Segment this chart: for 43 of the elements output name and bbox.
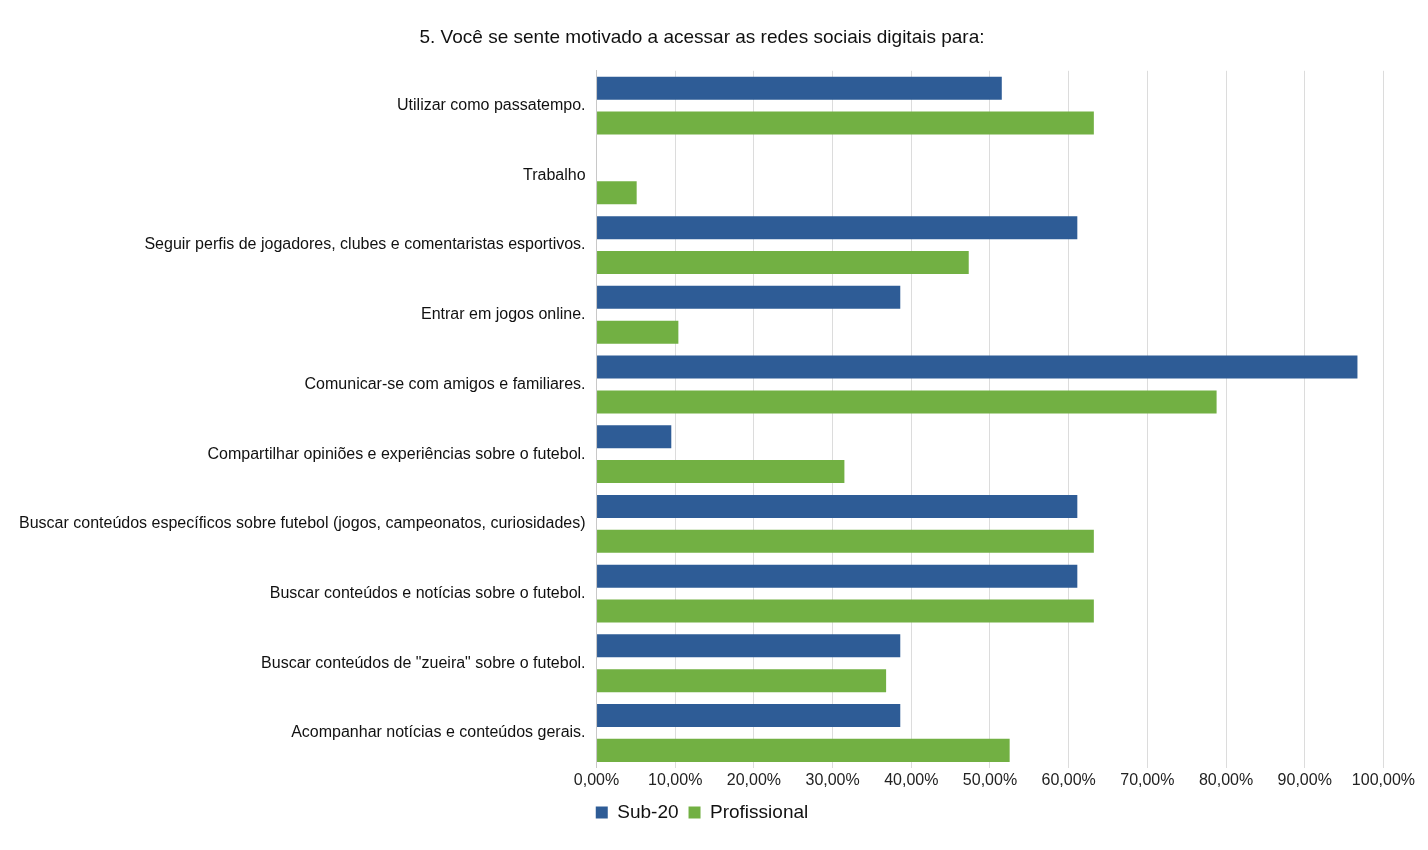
y-tick-label: Seguir perfis de jogadores, clubes e comentaristas esportivos.	[144, 235, 586, 253]
y-tick-label: Utilizar como passatempo.	[397, 96, 586, 114]
bar	[597, 390, 1217, 414]
y-tick-label: Buscar conteúdos específicos sobre futebol (jogos, campeonatos, curiosidades)	[18, 514, 586, 532]
x-tick-label: 50,00%	[962, 770, 1018, 788]
x-tick-label: 100,00%	[1351, 770, 1415, 788]
bar	[597, 599, 1094, 623]
bar	[597, 320, 679, 344]
bar	[597, 529, 1094, 553]
y-tick-label: Entrar em jogos online.	[421, 305, 586, 323]
x-tick-label: 70,00%	[1120, 770, 1175, 788]
bar	[597, 634, 901, 658]
bar	[597, 111, 1094, 135]
x-tick-label: 90,00%	[1277, 770, 1332, 788]
bar	[597, 216, 1078, 240]
y-tick-label: Acompanhar notícias e conteúdos gerais.	[291, 723, 586, 741]
bar	[597, 285, 901, 309]
legend-label: Profissional	[710, 800, 809, 822]
chart-title: 5. Você se sente motivado a acessar as redes sociais digitais para:	[419, 25, 985, 47]
legend-label: Sub-20	[617, 800, 679, 822]
x-tick-label: 40,00%	[884, 770, 939, 788]
x-tick-label: 80,00%	[1198, 770, 1254, 788]
bar	[597, 494, 1078, 518]
y-tick-label: Trabalho	[522, 165, 586, 183]
x-tick-label: 20,00%	[726, 770, 782, 788]
bar	[597, 669, 887, 693]
x-tick-label: 30,00%	[805, 770, 860, 788]
y-tick-label: Buscar conteúdos e notícias sobre o futebol.	[269, 583, 586, 601]
bar	[597, 460, 845, 484]
bar	[597, 355, 1358, 379]
y-tick-label: Compartilhar opiniões e experiências sobre o futebol.	[207, 444, 586, 462]
bar	[597, 704, 901, 728]
y-tick-label: Comunicar-se com amigos e familiares.	[304, 374, 586, 392]
bar	[597, 76, 1002, 100]
bar	[597, 181, 637, 205]
x-tick-label: 0,00%	[573, 770, 620, 788]
bar	[597, 425, 672, 449]
y-tick-label: Buscar conteúdos de "zueira" sobre o futebol.	[261, 653, 586, 671]
x-tick-label: 10,00%	[648, 770, 703, 788]
x-tick-label: 60,00%	[1041, 770, 1096, 788]
bar	[597, 738, 1010, 762]
bar	[597, 250, 969, 274]
bar	[597, 564, 1078, 588]
